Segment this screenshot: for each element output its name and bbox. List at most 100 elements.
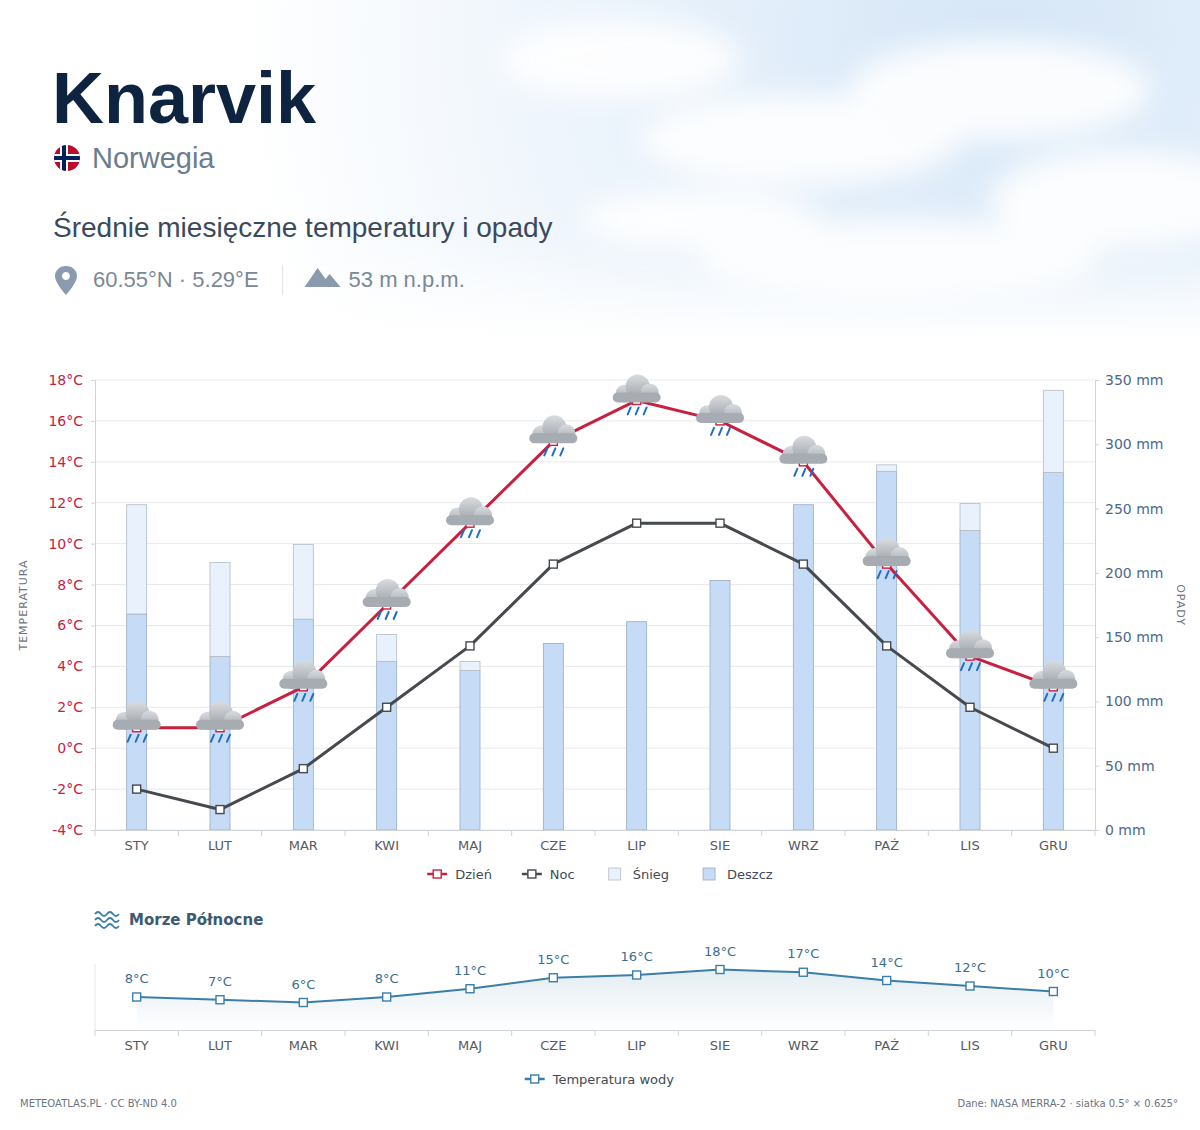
weather-icons: [113, 374, 1078, 741]
y2-axis-tick-mark: [1095, 444, 1099, 445]
x-separator: [928, 830, 929, 836]
y-axis-tick: 18°C: [48, 372, 95, 388]
marker: [1049, 744, 1057, 752]
data-label: 18°C: [704, 944, 736, 959]
x-separator: [761, 1030, 762, 1036]
y-axis-tick-mark: [91, 421, 95, 422]
x-tick-label: PAŹ: [874, 838, 899, 853]
x-tick: SIE: [710, 1030, 730, 1053]
divider: [282, 265, 283, 295]
x-tick-label: STY: [125, 838, 149, 853]
bar: [460, 662, 480, 671]
grid: [95, 380, 1095, 830]
x-tick-label: MAR: [289, 1038, 318, 1053]
bar-series: [127, 471, 1064, 830]
bar: [877, 465, 897, 471]
marker: [716, 966, 724, 974]
x-tick-label: WRZ: [788, 838, 819, 853]
marker: [216, 806, 224, 814]
marker: [799, 968, 807, 976]
legend-label: Śnieg: [633, 867, 669, 882]
y-axis-line: [91, 381, 96, 831]
bar: [793, 505, 813, 830]
sky-fade: [0, 240, 1200, 340]
bar: [627, 621, 647, 622]
marker: [633, 971, 641, 979]
x-separator: [178, 830, 179, 836]
x-tick: STY: [125, 1030, 149, 1053]
y-axis-tick-label: 12°C: [48, 495, 83, 511]
y-axis-tick-label: 8°C: [57, 577, 83, 593]
x-tick-label: CZE: [540, 838, 566, 853]
bar: [960, 503, 980, 530]
y2-axis-tick-mark: [1095, 830, 1099, 831]
legend-item: Śnieg: [609, 867, 669, 882]
legend-label: Temperatura wody: [552, 1072, 675, 1087]
y-axis-tick-label: 18°C: [48, 372, 83, 388]
x-tick: LUT: [208, 830, 232, 853]
x-separator: [595, 830, 596, 836]
x-separator: [95, 1030, 96, 1036]
bar: [1043, 473, 1063, 830]
y-axis-tick-mark: [91, 707, 95, 708]
y2-axis-tick-mark: [1095, 766, 1099, 767]
x-separator: [261, 830, 262, 836]
bar: [377, 662, 397, 830]
x-tick-label: PAŹ: [874, 1038, 899, 1053]
bar-series: [127, 390, 1064, 670]
y2-axis-title: OPADY: [1174, 584, 1187, 626]
weather-icon: [196, 702, 244, 742]
x-tick-label: CZE: [540, 1038, 566, 1053]
x-separator: [428, 1030, 429, 1036]
x-tick: PAŹ: [874, 1030, 899, 1053]
x-tick: WRZ: [788, 830, 819, 853]
marker: [716, 519, 724, 527]
x-tick-label: SIE: [710, 838, 730, 853]
y2-axis-tick-label: 200 mm: [1105, 565, 1163, 581]
marker: [133, 993, 141, 1001]
x-tick-label: GRU: [1039, 1038, 1068, 1053]
weather-icon: [696, 395, 744, 435]
x-separator: [1011, 1030, 1012, 1036]
bar: [127, 505, 147, 614]
y-axis-tick-label: 0°C: [57, 740, 83, 756]
marker: [883, 977, 891, 985]
data-label: 15°C: [537, 952, 569, 967]
y-axis-tick-mark: [91, 544, 95, 545]
line: [137, 970, 1054, 1003]
x-tick: GRU: [1039, 1030, 1068, 1053]
x-tick: CZE: [540, 1030, 566, 1053]
x-tick-label: KWI: [374, 1038, 399, 1053]
marker: [299, 999, 307, 1007]
marker: [966, 703, 974, 711]
x-separator: [345, 1030, 346, 1036]
weather-icon: [613, 374, 661, 414]
y-axis-tick-label: 10°C: [48, 536, 83, 552]
data-label: 11°C: [454, 963, 486, 978]
pin-icon: [55, 266, 77, 295]
y-axis-tick-label: 6°C: [57, 617, 83, 633]
y2-axis-tick: 100 mm: [1095, 693, 1163, 709]
y-axis-tick: 0°C: [57, 740, 95, 756]
y2-axis-tick: 50 mm: [1095, 758, 1155, 774]
bar: [793, 504, 813, 505]
marker: [799, 560, 807, 568]
data-label: 16°C: [621, 949, 653, 964]
x-tick: KWI: [374, 1030, 399, 1053]
bar: [710, 581, 730, 830]
marker: [883, 642, 891, 650]
data-label: 8°C: [125, 971, 149, 986]
x-separator: [178, 1030, 179, 1036]
y2-axis-tick-label: 350 mm: [1105, 372, 1163, 388]
data-label: 8°C: [375, 971, 399, 986]
y-axis-tick: 12°C: [48, 495, 95, 511]
bar: [543, 644, 563, 830]
y-axis-tick-mark: [91, 666, 95, 667]
y-axis-tick-label: 4°C: [57, 658, 83, 674]
y-axis-tick: 10°C: [48, 536, 95, 552]
x-tick-label: GRU: [1039, 838, 1068, 853]
x-separator: [845, 1030, 846, 1036]
x-tick: MAR: [289, 830, 318, 853]
weather-icon: [1029, 661, 1077, 701]
elevation: 53 m n.p.m.: [349, 267, 465, 292]
